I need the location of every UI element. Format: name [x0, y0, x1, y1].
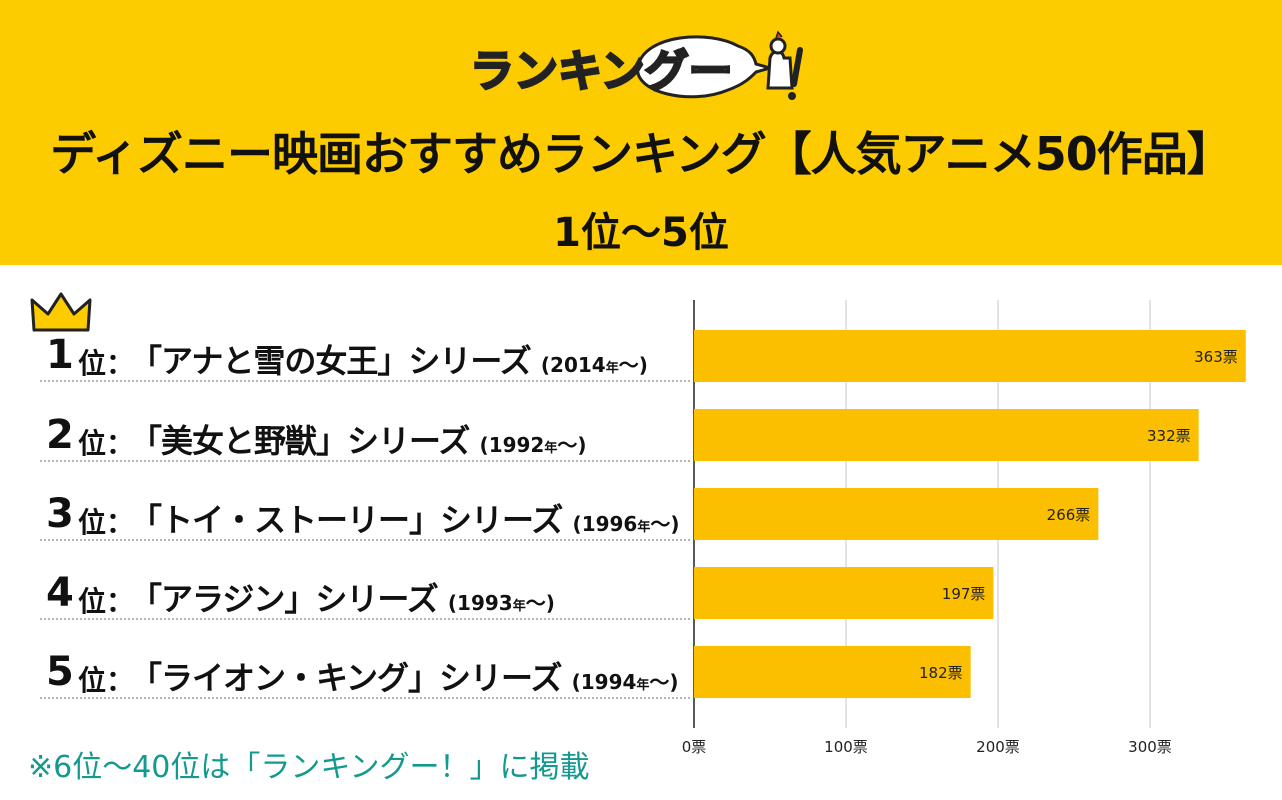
bar: [694, 488, 1099, 540]
rank-row: 4 位： 「アラジン」シリーズ (1993年〜): [40, 568, 690, 620]
rank-row: 3 位： 「トイ・ストーリー」シリーズ (1996年〜): [40, 489, 690, 541]
x-tick-label: 300票: [1128, 738, 1172, 756]
page-title: ディズニー映画おすすめランキング【人気アニメ50作品】: [50, 127, 1233, 181]
release-year: (1994年〜): [571, 670, 679, 694]
year-value: 1993: [457, 591, 513, 615]
rank-title: 「美女と野獣」シリーズ (1992年〜): [130, 416, 587, 462]
bar-value-label: 332票: [1147, 427, 1191, 445]
year-unit: 年: [512, 599, 526, 614]
bar-value-label: 266票: [1047, 506, 1091, 524]
rank-number: 2: [46, 412, 74, 458]
x-tick-label: 0票: [682, 738, 707, 756]
release-year: (1992年〜): [479, 433, 587, 457]
rank-row: 1 位： 「アナと雪の女王」シリーズ (2014年〜): [40, 330, 690, 382]
rank-number: 1: [46, 332, 74, 378]
ranking-goo-logo: ランキングー: [470, 30, 803, 100]
rank-suffix: 位：: [78, 664, 135, 697]
rank-number: 3: [46, 491, 74, 537]
footnote: ※6位〜40位は「ランキングー！」に掲載: [28, 750, 590, 785]
movie-title: 「ライオン・キング」シリーズ: [130, 659, 562, 697]
year-unit: 年: [544, 441, 558, 456]
year-value: 1996: [581, 512, 638, 536]
release-year: (2014年〜): [540, 353, 648, 377]
movie-title: 「アナと雪の女王」シリーズ: [130, 342, 532, 380]
bar: [694, 409, 1199, 461]
bar-value-label: 182票: [919, 664, 963, 682]
release-year: (1996年〜): [572, 512, 680, 536]
year-value: 1994: [580, 670, 637, 694]
bar-value-label: 197票: [942, 585, 986, 603]
page-subtitle: 1位〜5位: [553, 210, 729, 256]
rank-suffix: 位：: [78, 427, 135, 460]
rank-title: 「ライオン・キング」シリーズ (1994年〜): [130, 653, 679, 699]
rank-suffix: 位：: [78, 506, 135, 539]
bar-value-label: 363票: [1194, 348, 1238, 366]
crown-icon: [30, 292, 92, 332]
release-year: (1993年〜): [447, 591, 555, 615]
rank-title: 「トイ・ストーリー」シリーズ (1996年〜): [130, 495, 680, 541]
x-tick-label: 100票: [824, 738, 868, 756]
bar: [694, 567, 994, 619]
year-unit: 年: [636, 678, 650, 693]
rank-number: 4: [46, 570, 74, 616]
year-value: 1992: [488, 433, 545, 457]
rank-title: 「アナと雪の女王」シリーズ (2014年〜): [130, 336, 648, 382]
header-banner: ランキングー ディズニー映画おすすめランキング【人気アニメ50作品】 1位〜5位: [0, 0, 1282, 265]
rank-row: 2 位： 「美女と野獣」シリーズ (1992年〜): [40, 410, 690, 462]
rank-suffix: 位：: [78, 585, 135, 618]
rank-title: 「アラジン」シリーズ (1993年〜): [130, 574, 555, 620]
movie-title: 「アラジン」シリーズ: [130, 580, 439, 618]
year-unit: 年: [605, 361, 619, 376]
bar: [694, 330, 1246, 382]
x-tick-label: 200票: [976, 738, 1020, 756]
movie-title: 「美女と野獣」シリーズ: [130, 422, 470, 460]
year-unit: 年: [637, 520, 651, 535]
rank-row: 5 位： 「ライオン・キング」シリーズ (1994年〜): [40, 647, 690, 699]
rank-number: 5: [46, 649, 74, 695]
movie-title: 「トイ・ストーリー」シリーズ: [130, 501, 563, 539]
logo-text: ランキングー: [470, 46, 733, 97]
bar: [694, 646, 971, 698]
year-value: 2014: [550, 353, 606, 377]
rank-suffix: 位：: [78, 347, 135, 380]
